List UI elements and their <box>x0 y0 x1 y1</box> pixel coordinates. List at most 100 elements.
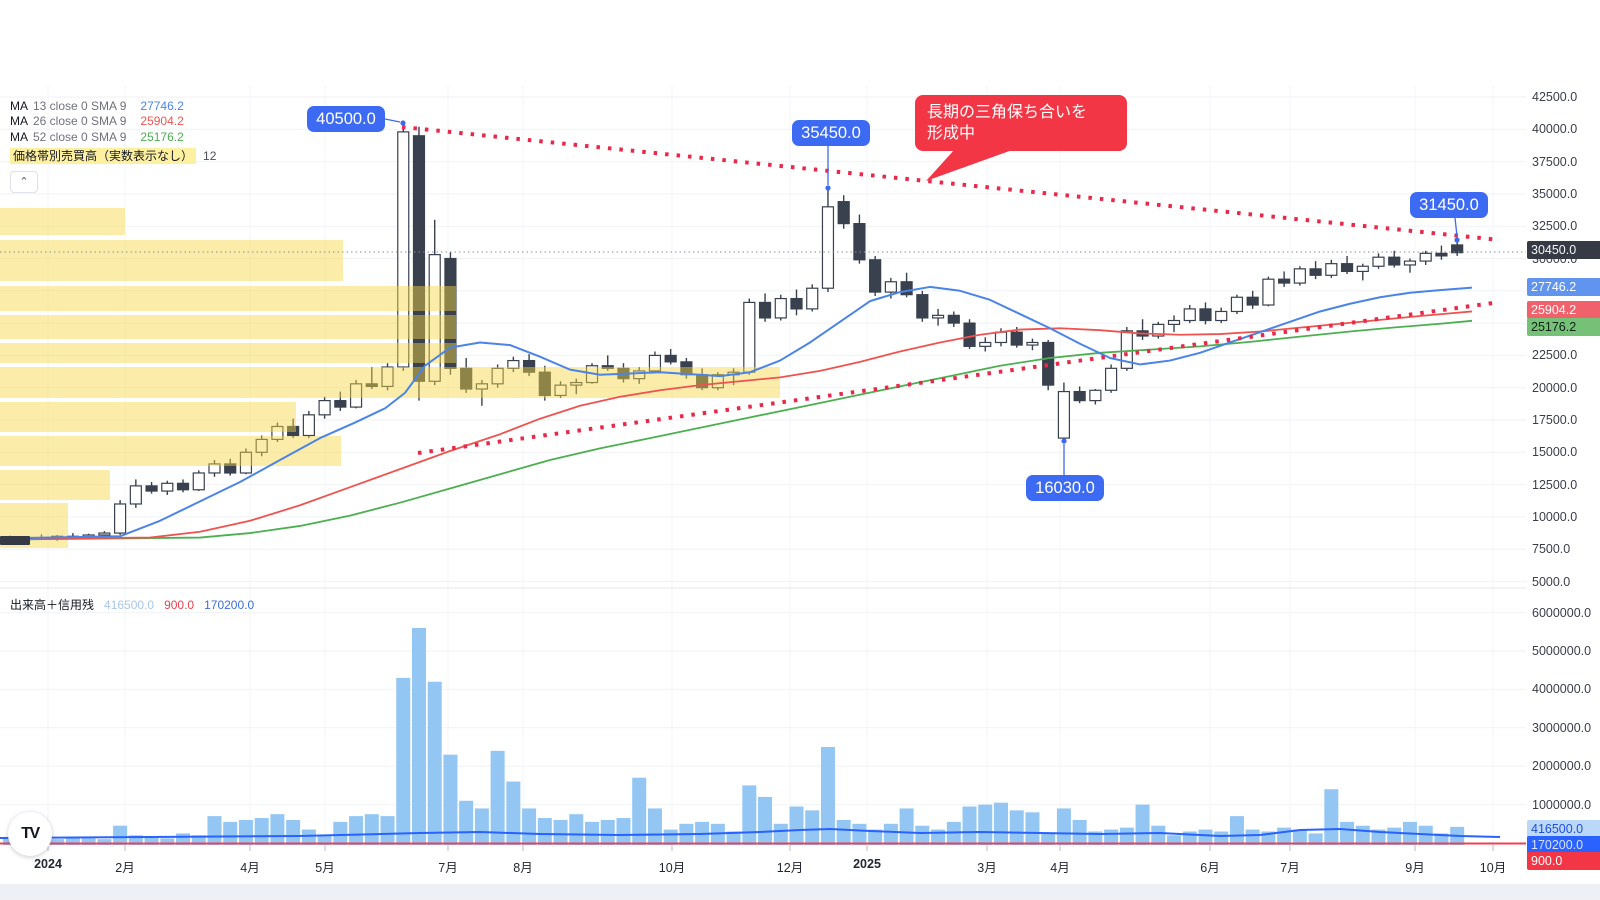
trendline-ascending[interactable] <box>417 300 1501 455</box>
volume-bar <box>176 833 191 845</box>
candle-body <box>318 400 331 416</box>
price-axis-label: 42500.0 <box>1532 90 1578 104</box>
price-callout[interactable]: 35450.0 <box>792 120 870 146</box>
ma-legend-row-2[interactable]: MA 26 close 0 SMA 9 25904.2 <box>10 114 216 130</box>
volume-bar <box>600 819 615 845</box>
candle-body <box>1073 390 1086 402</box>
volume-pane-legend[interactable]: 出来高＋信用残 416500.0 900.0 170200.0 <box>10 596 254 613</box>
candle-body <box>161 482 174 492</box>
annotation-note-tail <box>926 149 1015 181</box>
volume-profile-band <box>0 286 456 311</box>
volume-bar <box>1418 825 1433 845</box>
candle-body <box>224 463 237 474</box>
ma-line-ma52 <box>9 319 1473 541</box>
ma-params: 13 close 0 SMA 9 <box>33 98 127 113</box>
time-axis-label: 4月 <box>240 861 260 875</box>
candle-body <box>271 425 284 440</box>
volume-axis-label: 2000000.0 <box>1532 759 1592 774</box>
volume-bar <box>1025 812 1040 845</box>
volume-axis-label: 5000000.0 <box>1532 644 1592 658</box>
price-axis-label: 17500.0 <box>1532 413 1578 427</box>
candle-body <box>349 383 363 408</box>
candle-body <box>1199 308 1212 322</box>
candle-body <box>1419 252 1432 262</box>
volume-bar <box>616 818 631 845</box>
volume-bar <box>65 837 80 845</box>
volume-bar <box>113 825 128 845</box>
volume-bar <box>1340 821 1355 845</box>
price-axis-label: 35000.0 <box>1532 186 1578 201</box>
volume-bar <box>1355 825 1370 845</box>
candle-body <box>1388 256 1401 266</box>
callout-anchor-dot <box>1061 438 1067 444</box>
candle-body <box>1230 296 1244 313</box>
callout-connectors <box>384 118 1460 475</box>
volume-profile-band <box>0 315 456 339</box>
price-callout[interactable]: 16030.0 <box>1026 475 1104 501</box>
time-axis-label: 6月 <box>1200 861 1220 875</box>
volume-profile-band <box>0 402 296 432</box>
price-axis-label: 7500.0 <box>1532 542 1571 557</box>
volume-bar <box>883 823 898 845</box>
collapse-indicators-button[interactable]: ⌃ <box>10 170 38 193</box>
annotation-note[interactable]: 長期の三角保ち合いを 形成中 <box>915 95 1127 151</box>
time-axis-label: 2025 <box>853 857 881 871</box>
volume-profile-band <box>0 240 343 281</box>
volume-bar <box>411 627 426 845</box>
volume-bar <box>1434 833 1449 845</box>
annotation-note-line1: 長期の三角保ち合いを <box>927 104 1088 121</box>
volume-profile-legend[interactable]: 価格帯別売買高（実数表示なし） 12 <box>10 147 216 164</box>
volume-profile-count: 12 <box>203 148 217 163</box>
candle-body <box>444 257 457 369</box>
candle-body <box>711 374 724 389</box>
volume-bar <box>1245 829 1260 845</box>
candle-body <box>601 365 614 369</box>
volume-bar <box>270 814 285 845</box>
ma-params: 52 close 0 SMA 9 <box>33 129 127 144</box>
candle-body <box>758 301 772 319</box>
volume-bar <box>537 818 552 845</box>
ma-legend-row-3[interactable]: MA 52 close 0 SMA 9 25176.2 <box>10 129 216 145</box>
ma-value: 25176.2 <box>140 129 184 144</box>
volume-bar <box>585 821 600 845</box>
price-callout[interactable]: 40500.0 <box>307 106 385 132</box>
candle-body <box>1104 367 1118 391</box>
callout-anchor-dot <box>400 120 406 126</box>
volume-bar <box>978 804 993 845</box>
candle-body <box>790 297 803 310</box>
candle-body <box>1215 310 1228 322</box>
price-callout[interactable]: 31450.0 <box>1410 192 1488 218</box>
volume-bar <box>868 829 883 845</box>
volume-axis-label: 1000000.0 <box>1532 797 1592 812</box>
candle-body <box>648 354 662 372</box>
time-axis-label: 5月 <box>315 861 335 875</box>
price-axis-label: 22500.0 <box>1532 348 1578 363</box>
volume-bar <box>459 800 474 845</box>
time-axis-label: 7月 <box>1280 861 1300 875</box>
volume-axis-label: 6000000.0 <box>1532 605 1592 620</box>
price-axis-label: 32500.0 <box>1532 219 1578 234</box>
volume-bar <box>301 829 316 845</box>
volume-bar <box>820 747 835 845</box>
volume-bar <box>81 838 96 845</box>
volume-bar <box>1198 829 1213 845</box>
candle-body <box>931 314 945 319</box>
tradingview-logo[interactable]: TV <box>8 812 52 856</box>
volume-bar <box>899 808 914 845</box>
volume-bar <box>1324 789 1339 845</box>
candle-body <box>538 371 551 397</box>
volume-bar <box>1119 827 1134 845</box>
candle-body <box>460 367 473 390</box>
candle-body <box>1325 263 1338 276</box>
volume-bar <box>333 821 348 845</box>
volume-bar <box>805 810 820 845</box>
candle-body <box>1451 244 1464 254</box>
ma-legend-row-1[interactable]: MA 13 close 0 SMA 9 27746.2 <box>10 98 216 114</box>
volume-bar <box>1151 825 1166 845</box>
candle-body <box>365 383 378 388</box>
volume-bar <box>852 823 867 845</box>
candle-body <box>1262 278 1275 306</box>
candle-body <box>255 438 268 453</box>
